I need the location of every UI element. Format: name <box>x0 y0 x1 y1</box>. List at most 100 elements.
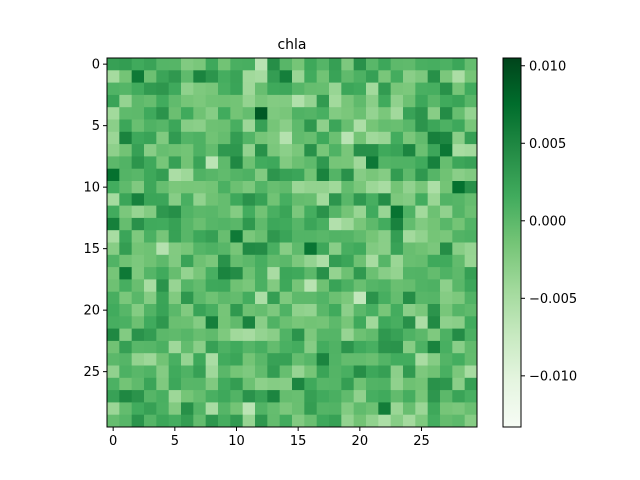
heatmap-cell <box>403 70 416 83</box>
heatmap-cell <box>144 94 157 108</box>
heatmap-cell <box>366 328 379 342</box>
heatmap-cell <box>168 242 182 256</box>
heatmap-cell <box>341 58 355 71</box>
heatmap-cell <box>292 377 305 391</box>
heatmap-cell <box>107 58 120 71</box>
heatmap-cell <box>464 267 478 280</box>
heatmap-cell <box>329 193 342 206</box>
heatmap-cell <box>267 131 281 145</box>
heatmap-cell <box>390 70 404 83</box>
heatmap-cell <box>427 205 441 219</box>
heatmap-cell <box>267 267 281 280</box>
heatmap-cell <box>193 242 207 256</box>
heatmap-cell <box>144 156 157 170</box>
heatmap-cell <box>205 402 219 416</box>
heatmap-cell <box>329 131 342 145</box>
heatmap-cell <box>415 390 429 403</box>
heatmap-cell <box>119 377 133 391</box>
heatmap-cell <box>255 168 268 182</box>
heatmap-cell <box>168 353 182 366</box>
heatmap-cell <box>403 58 416 71</box>
heatmap-cell <box>452 94 466 108</box>
heatmap-cell <box>427 181 441 194</box>
heatmap-cell <box>452 267 466 280</box>
heatmap-cell <box>415 316 429 329</box>
heatmap-cell <box>390 131 404 145</box>
heatmap-cell <box>131 279 145 293</box>
heatmap-cell <box>378 390 392 403</box>
heatmap-cell <box>353 144 367 157</box>
heatmap-cell <box>427 168 441 182</box>
heatmap-cell <box>440 414 453 428</box>
heatmap-cell <box>193 144 207 157</box>
heatmap-cell <box>156 402 170 416</box>
heatmap-cell <box>205 82 219 96</box>
heatmap-cell <box>156 58 170 71</box>
heatmap-cell <box>292 70 305 83</box>
heatmap-cell <box>427 107 441 120</box>
y-tick-label: 0 <box>92 58 100 73</box>
heatmap-cell <box>131 230 145 243</box>
heatmap-cell <box>366 119 379 133</box>
heatmap-cell <box>415 328 429 342</box>
heatmap-cell <box>304 377 318 391</box>
heatmap-cell <box>193 340 207 354</box>
heatmap-cell <box>403 402 416 416</box>
heatmap-cell <box>353 119 367 133</box>
heatmap-cell <box>415 230 429 243</box>
heatmap-cell <box>427 70 441 83</box>
heatmap-cell <box>168 365 182 379</box>
heatmap-cell <box>440 131 453 145</box>
heatmap-cell <box>378 279 392 293</box>
heatmap-cell <box>107 242 120 256</box>
heatmap-cell <box>341 156 355 170</box>
heatmap-cell <box>390 254 404 268</box>
heatmap-cell <box>403 193 416 206</box>
heatmap-cell <box>156 328 170 342</box>
y-tick-label: 15 <box>83 242 100 257</box>
heatmap-cell <box>464 242 478 256</box>
heatmap-cell <box>205 328 219 342</box>
heatmap-cell <box>390 328 404 342</box>
colorbar-tick-label: −0.010 <box>529 369 577 384</box>
heatmap-cell <box>144 279 157 293</box>
heatmap-cell <box>452 70 466 83</box>
heatmap-cell <box>390 217 404 231</box>
heatmap-cell <box>255 70 268 83</box>
colorbar-tick-label: 0.010 <box>529 59 566 74</box>
heatmap-cell <box>144 205 157 219</box>
heatmap-cell <box>304 230 318 243</box>
heatmap-cell <box>304 193 318 206</box>
heatmap-cell <box>205 254 219 268</box>
heatmap-cell <box>119 316 133 329</box>
heatmap-cell <box>341 414 355 428</box>
heatmap-cell <box>440 58 453 71</box>
heatmap-cell <box>131 119 145 133</box>
heatmap-cell <box>131 365 145 379</box>
heatmap-cell <box>267 291 281 305</box>
heatmap-cell <box>304 254 318 268</box>
heatmap-cell <box>218 119 231 133</box>
heatmap-cell <box>464 70 478 83</box>
heatmap-cell <box>131 193 145 206</box>
heatmap-cell <box>119 242 133 256</box>
heatmap-cell <box>119 328 133 342</box>
heatmap-cell <box>205 353 219 366</box>
heatmap-cell <box>168 316 182 329</box>
heatmap-cell <box>415 58 429 71</box>
heatmap-cell <box>156 267 170 280</box>
heatmap-cell <box>267 107 281 120</box>
heatmap-cell <box>230 193 244 206</box>
y-tick-label: 25 <box>83 365 100 380</box>
heatmap-cell <box>218 217 231 231</box>
heatmap-cell <box>403 267 416 280</box>
heatmap-cell <box>353 353 367 366</box>
heatmap-cell <box>378 340 392 354</box>
heatmap-cell <box>131 390 145 403</box>
heatmap-cell <box>464 353 478 366</box>
heatmap-cell <box>144 402 157 416</box>
heatmap-cell <box>144 217 157 231</box>
heatmap-cell <box>144 291 157 305</box>
heatmap-cell <box>242 70 256 83</box>
heatmap-cell <box>390 316 404 329</box>
